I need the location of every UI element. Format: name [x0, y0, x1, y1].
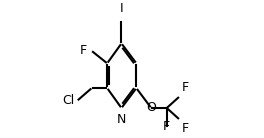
Text: F: F [182, 81, 189, 94]
Text: F: F [163, 120, 170, 133]
Text: N: N [117, 113, 126, 126]
Text: O: O [146, 101, 156, 115]
Text: I: I [120, 2, 123, 15]
Text: Cl: Cl [63, 94, 75, 107]
Text: F: F [182, 122, 189, 135]
Text: F: F [79, 44, 87, 57]
